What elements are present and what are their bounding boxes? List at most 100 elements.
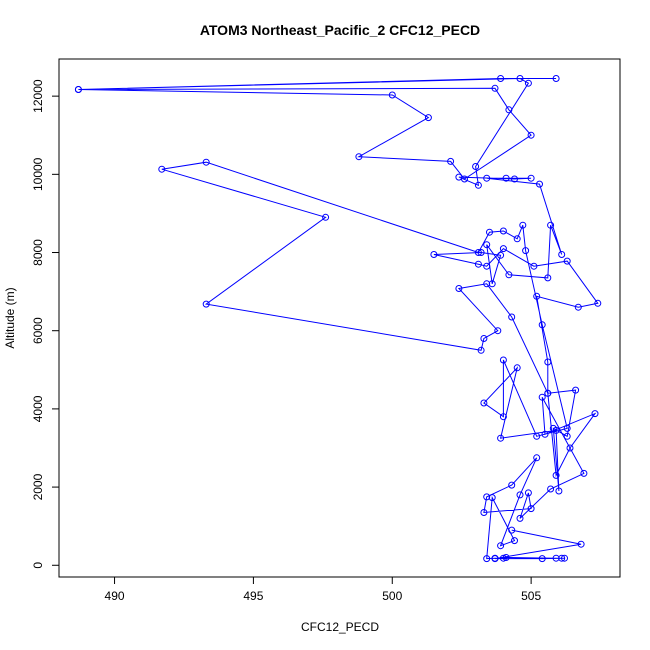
data-point	[508, 481, 516, 489]
data-point	[536, 180, 543, 188]
data-point	[516, 514, 524, 522]
data-point	[530, 262, 538, 270]
data-point	[566, 444, 574, 452]
data-point	[563, 257, 571, 265]
data-point	[527, 174, 535, 182]
data-point	[561, 554, 568, 562]
data-point	[577, 540, 585, 548]
data-point	[580, 469, 588, 477]
data-point	[563, 424, 571, 432]
data-point	[524, 79, 532, 87]
data-point	[549, 424, 557, 432]
data-point	[388, 91, 396, 99]
data-point	[430, 251, 438, 258]
data-point	[538, 555, 546, 563]
data-point	[483, 174, 491, 182]
data-point	[491, 84, 499, 92]
data-point	[527, 131, 535, 139]
series-layer	[74, 75, 602, 563]
y-tick-label: 0	[31, 562, 45, 569]
y-tick-label: 10000	[31, 157, 45, 191]
data-point	[474, 181, 482, 189]
data-point	[558, 251, 566, 258]
data-point	[519, 221, 527, 229]
x-tick-label: 490	[105, 589, 125, 603]
data-point	[591, 410, 599, 418]
x-tick-label: 500	[382, 589, 402, 603]
data-point	[513, 235, 521, 243]
data-point	[516, 491, 524, 499]
y-tick-label: 12000	[31, 79, 45, 113]
data-point	[424, 114, 432, 122]
data-point	[74, 86, 82, 93]
data-point	[513, 364, 521, 372]
data-point	[158, 165, 166, 173]
data-point	[202, 158, 210, 166]
data-point	[497, 542, 505, 550]
data-point	[474, 249, 482, 256]
data-point	[502, 554, 510, 561]
data-point	[511, 175, 518, 183]
data-point	[472, 163, 480, 170]
data-point	[202, 300, 210, 308]
data-point	[499, 227, 507, 235]
data-point	[544, 389, 552, 397]
data-point	[547, 485, 555, 493]
data-point	[524, 489, 532, 497]
data-point	[508, 526, 516, 534]
data-point	[322, 213, 330, 221]
data-point	[455, 285, 463, 292]
data-point	[594, 299, 602, 307]
data-point	[474, 260, 482, 268]
data-point	[533, 432, 541, 440]
data-point	[552, 471, 560, 479]
y-tick-label: 6000	[31, 317, 45, 344]
data-point	[538, 393, 546, 401]
y-tick-label: 8000	[31, 239, 45, 266]
data-point	[497, 251, 505, 259]
data-point	[547, 221, 555, 229]
data-point	[497, 75, 505, 82]
data-point	[499, 413, 507, 421]
data-point	[480, 509, 488, 516]
data-point	[533, 454, 541, 462]
x-tick-label: 495	[243, 589, 263, 603]
data-point	[544, 358, 552, 366]
data-point	[355, 153, 363, 161]
y-tick-label: 4000	[31, 395, 45, 422]
data-point	[477, 249, 485, 256]
data-point	[508, 313, 516, 321]
data-point	[483, 262, 491, 270]
plot-area	[58, 58, 621, 578]
x-axis-label: CFC12_PECD	[301, 620, 379, 634]
data-point	[447, 157, 455, 165]
data-point	[505, 271, 513, 279]
data-point	[533, 292, 541, 300]
y-axis: 0 2000 4000 6000 8000 10000 12000	[31, 79, 60, 569]
data-point	[502, 174, 510, 182]
data-point	[522, 247, 530, 255]
series-line	[78, 77, 599, 560]
data-point	[541, 430, 549, 438]
data-point	[483, 555, 491, 563]
data-point	[572, 386, 580, 394]
data-point	[483, 280, 491, 288]
y-tick-label: 2000	[31, 473, 45, 500]
data-point	[516, 75, 524, 82]
data-point	[552, 75, 560, 82]
data-point	[494, 327, 502, 335]
y-axis-label: Altitude (m)	[3, 287, 17, 348]
data-point	[574, 303, 582, 311]
data-point	[544, 274, 552, 282]
data-point	[555, 487, 563, 495]
data-point	[499, 245, 507, 253]
data-point	[486, 228, 493, 236]
chart-title: ATOM3 Northeast_Pacific_2 CFC12_PECD	[200, 22, 480, 38]
data-point	[558, 554, 566, 562]
data-point	[563, 432, 571, 440]
data-point	[511, 537, 518, 545]
data-point	[483, 241, 491, 249]
data-point	[455, 173, 463, 181]
data-point	[497, 434, 505, 442]
